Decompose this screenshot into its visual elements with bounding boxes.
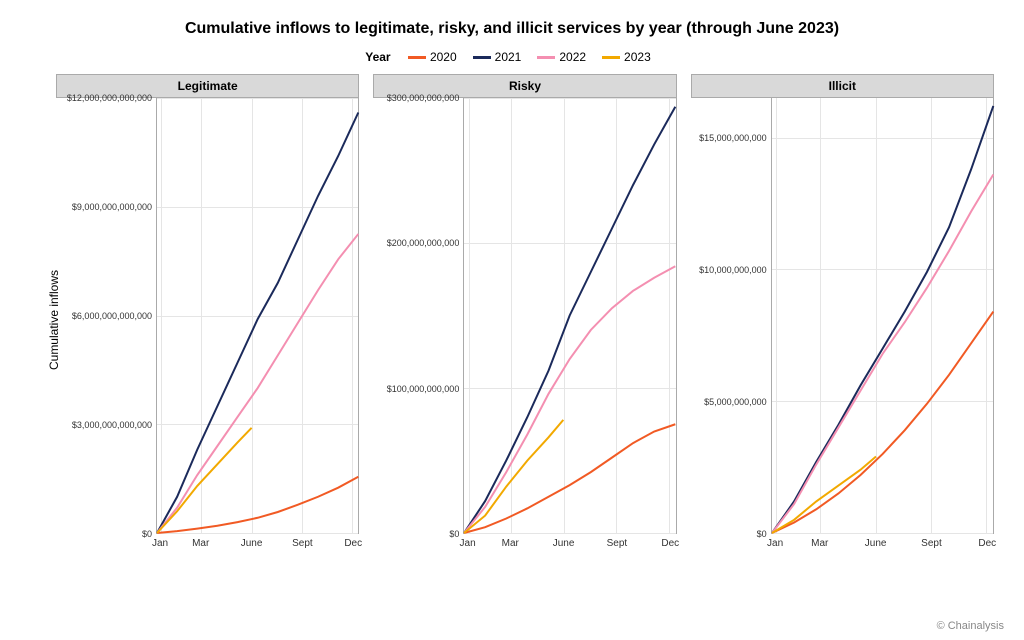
plot-area [156, 98, 359, 534]
x-tick-label: Mar [192, 538, 209, 549]
legend: Year 2020 2021 2022 2023 [30, 50, 994, 64]
legend-item: 2021 [473, 50, 522, 64]
x-tick-label: Mar [502, 538, 519, 549]
y-tick-label: $9,000,000,000,000 [72, 202, 152, 212]
x-axis: Jan Mar June Sept Dec [463, 534, 676, 554]
legend-item: 2020 [408, 50, 457, 64]
series-line [772, 457, 876, 533]
chart-title: Cumulative inflows to legitimate, risky,… [30, 20, 994, 38]
y-tick-label: $0 [449, 529, 459, 539]
y-tick-label: $6,000,000,000,000 [72, 311, 152, 321]
x-tick-label: June [553, 538, 575, 549]
series-line [157, 112, 358, 533]
y-tick-label: $12,000,000,000,000 [67, 93, 152, 103]
credit-text: © Chainalysis [937, 620, 1004, 632]
series-svg [157, 98, 358, 533]
x-tick-label: June [865, 538, 887, 549]
legend-item: 2022 [537, 50, 586, 64]
x-tick-label: Sept [292, 538, 313, 549]
series-line [772, 312, 993, 533]
series-line [157, 477, 358, 533]
series-line [772, 106, 993, 533]
x-axis: JanMarJuneSeptDec [156, 534, 359, 554]
y-axis: $0$3,000,000,000,000$6,000,000,000,000$9… [56, 98, 156, 534]
y-tick-label: $0 [757, 529, 767, 539]
y-axis: $0$100,000,000,000$200,000,000,000$300,0… [373, 98, 463, 534]
y-tick-label: $0 [142, 529, 152, 539]
legend-item: 2023 [602, 50, 651, 64]
y-tick-label: $10,000,000,000 [699, 265, 767, 275]
legend-swatch [473, 56, 491, 59]
series-svg [464, 98, 675, 533]
x-tick-label: Dec [661, 538, 679, 549]
y-tick-label: $200,000,000,000 [387, 238, 460, 248]
y-tick-label: $300,000,000,000 [387, 93, 460, 103]
panel-legitimate: Legitimate$0$3,000,000,000,000$6,000,000… [56, 74, 359, 554]
x-axis: JanMarJuneSeptDec [771, 534, 994, 554]
y-tick-label: $15,000,000,000 [699, 133, 767, 143]
series-svg [772, 98, 993, 533]
x-tick-label: June [241, 538, 263, 549]
y-axis: $0$5,000,000,000$10,000,000,000$15,000,0… [691, 98, 771, 534]
panel-risky: Risky$0$100,000,000,000$200,000,000,000$… [373, 74, 676, 554]
series-line [772, 174, 993, 533]
series-line [464, 107, 675, 533]
series-line [464, 424, 675, 533]
x-tick-label: Jan [460, 538, 476, 549]
panels-container: Legitimate$0$3,000,000,000,000$6,000,000… [56, 74, 994, 554]
series-line [157, 234, 358, 533]
legend-swatch [537, 56, 555, 59]
x-tick-label: Jan [767, 538, 783, 549]
x-tick-label: Mar [811, 538, 828, 549]
x-tick-label: Sept [921, 538, 942, 549]
series-line [464, 266, 675, 533]
panel-illicit: Illicit $0 $5,000,000,000 $10,000,000,000 $1… [691, 74, 994, 554]
legend-item-label: 2023 [624, 50, 651, 64]
plot-area [463, 98, 676, 534]
legend-label: Year [365, 50, 390, 64]
series-line [157, 428, 252, 533]
plot-area [771, 98, 994, 534]
legend-item-label: 2020 [430, 50, 457, 64]
legend-item-label: 2021 [495, 50, 522, 64]
y-tick-label: $100,000,000,000 [387, 384, 460, 394]
x-tick-label: Dec [344, 538, 362, 549]
y-tick-label: $3,000,000,000,000 [72, 420, 152, 430]
legend-swatch [408, 56, 426, 59]
legend-swatch [602, 56, 620, 59]
x-tick-label: Jan [152, 538, 168, 549]
legend-item-label: 2022 [559, 50, 586, 64]
panel-header: Illicit [691, 74, 994, 98]
x-tick-label: Dec [978, 538, 996, 549]
y-tick-label: $5,000,000,000 [704, 397, 767, 407]
x-tick-label: Sept [607, 538, 628, 549]
